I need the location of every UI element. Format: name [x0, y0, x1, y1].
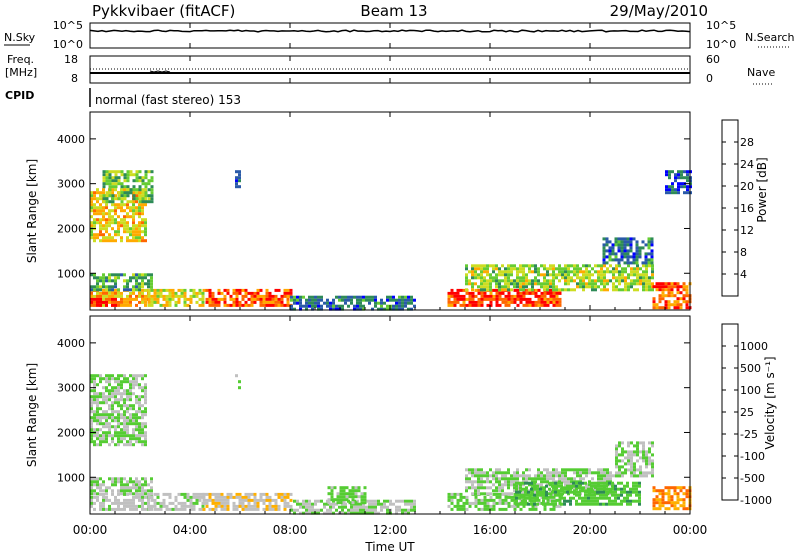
- x-axis-label: Time UT: [364, 540, 415, 554]
- x-tick-label: 00:00: [73, 523, 108, 537]
- power-region: [90, 297, 117, 307]
- x-tick-label: 08:00: [273, 523, 308, 537]
- velocity-region: [615, 441, 654, 478]
- freq-unit: [MHz]: [5, 66, 37, 79]
- velocity-ytick-label: 1000: [57, 471, 85, 484]
- velocity-colorbar-label: Velocity [m s⁻¹]: [763, 356, 777, 449]
- velocity-colorbar-tick: 100: [740, 384, 761, 397]
- velocity-region: [235, 374, 241, 390]
- power-ytick-label: 4000: [57, 133, 85, 146]
- velocity-ytick-label: 3000: [57, 382, 85, 395]
- nsky-panel: N.Sky 10^5 10^0 10^5 10^0 N.Search: [4, 19, 795, 51]
- nsearch-tick-top: 10^5: [706, 19, 736, 32]
- power-colorbar-tick: 28: [740, 136, 754, 149]
- beam-title: Beam 13: [360, 2, 427, 20]
- power-colorbar-tick: 16: [740, 202, 754, 215]
- power-colorbar-tick: 12: [740, 224, 754, 237]
- power-colorbar-tick: 4: [740, 268, 747, 281]
- freq-panel: Freq. [MHz] 18 8 60 0 Nave: [5, 53, 775, 85]
- velocity-region: [652, 486, 692, 511]
- x-axis: 00:00 04:00 08:00 12:00 16:00 20:00 00:00: [73, 23, 708, 537]
- velocity-colorbar-tick: 1000: [740, 340, 768, 353]
- power-region: [235, 170, 241, 189]
- velocity-panel: 4000 3000 2000 1000 Slant Range [km] 1000 50…: [25, 315, 777, 515]
- velocity-colorbar-tick: 25: [740, 406, 754, 419]
- velocity-ylabel: Slant Range [km]: [25, 363, 39, 467]
- x-tick-label: 16:00: [473, 523, 508, 537]
- station-title: Pykkvibaer (fitACF): [92, 2, 235, 20]
- date-title: 29/May/2010: [610, 2, 708, 20]
- power-region: [665, 170, 692, 195]
- velocity-region: [147, 492, 205, 511]
- nave-tick-bottom: 0: [706, 72, 713, 85]
- nave-label: Nave: [747, 66, 775, 79]
- power-region: [290, 295, 416, 311]
- power-colorbar-tick: 24: [740, 158, 754, 171]
- power-region: [602, 237, 654, 265]
- velocity-region: [202, 492, 293, 511]
- freq-blip: [149, 70, 171, 73]
- velocity-region: [90, 492, 153, 511]
- power-region: [90, 273, 153, 292]
- nsearch-tick-bottom: 10^0: [706, 38, 736, 51]
- freq-label: Freq.: [7, 53, 34, 66]
- nsky-tick-top: 10^5: [53, 19, 83, 32]
- velocity-region: [515, 481, 641, 506]
- velocity-ytick-label: 2000: [57, 426, 85, 439]
- power-ytick-label: 3000: [57, 178, 85, 191]
- x-tick-label: 00:00: [673, 523, 708, 537]
- velocity-colorbar-tick: -25: [740, 428, 758, 441]
- power-region: [465, 264, 654, 292]
- power-colorbar-label: Power [dB]: [755, 157, 769, 222]
- velocity-colorbar-tick: -1000: [740, 494, 772, 507]
- cpid-label: CPID: [5, 89, 34, 102]
- freq-tick-bottom: 8: [71, 72, 78, 85]
- freq-tick-top: 18: [64, 53, 78, 66]
- velocity-region: [90, 374, 147, 447]
- nsky-trace: [89, 29, 691, 33]
- velocity-colorbar-tick: -100: [740, 450, 765, 463]
- velocity-colorbar: 1000 500 100 25 -25 -100 -500 -1000: [721, 323, 772, 507]
- power-ytick-label: 2000: [57, 222, 85, 235]
- velocity-region: [290, 499, 416, 515]
- power-ytick-label: 1000: [57, 267, 85, 280]
- power-region: [102, 170, 154, 204]
- velocity-region: [90, 477, 153, 496]
- nave-tick-top: 60: [706, 53, 720, 66]
- power-region: [202, 288, 293, 307]
- nsky-tick-bottom: 10^0: [53, 38, 83, 51]
- velocity-colorbar-tick: 500: [740, 362, 761, 375]
- power-colorbar-tick: 8: [740, 246, 747, 259]
- velocity-region: [327, 486, 367, 505]
- power-colorbar: 28 24 20 16 12 8 4: [721, 119, 754, 297]
- nsearch-label: N.Search: [745, 31, 795, 44]
- power-colorbar-tick: 20: [740, 180, 754, 193]
- x-tick-label: 12:00: [373, 523, 408, 537]
- x-tick-label: 20:00: [573, 523, 608, 537]
- x-tick-label: 04:00: [173, 523, 208, 537]
- power-region: [147, 288, 205, 307]
- power-region: [447, 288, 562, 307]
- velocity-colorbar-tick: -500: [740, 472, 765, 485]
- velocity-data: [90, 374, 692, 515]
- power-data: [90, 170, 692, 311]
- power-region: [652, 282, 692, 310]
- velocity-ytick-label: 4000: [57, 337, 85, 350]
- power-panel: 4000 3000 2000 1000 Slant Range [km] 28 24 20…: [25, 111, 769, 311]
- nsky-label: N.Sky: [4, 31, 36, 44]
- cpid-value: normal (fast stereo) 153: [95, 93, 241, 107]
- power-ylabel: Slant Range [km]: [25, 159, 39, 263]
